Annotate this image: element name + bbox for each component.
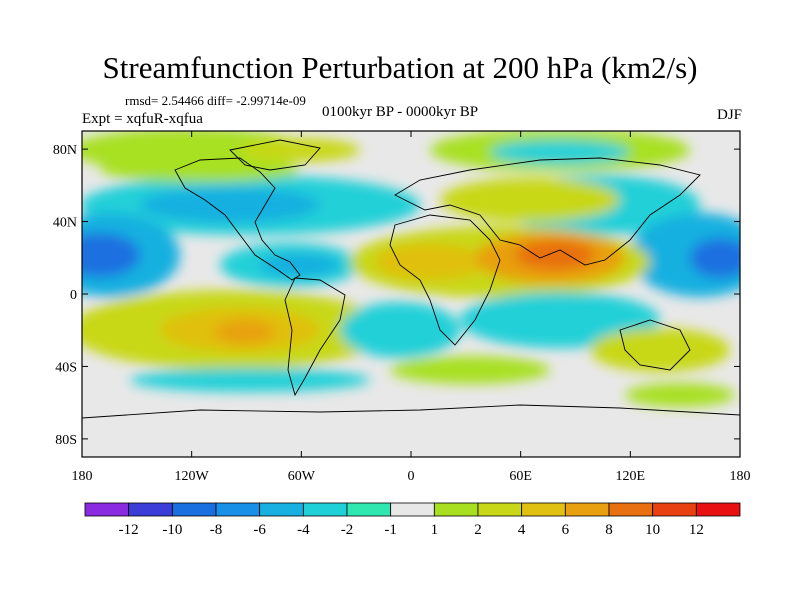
lon-label: 180 bbox=[730, 469, 751, 484]
season-label: DJF bbox=[716, 107, 742, 123]
colorbar: -12 -10 -8 -6 -4 -2 -1 1 2 4 6 8 10 12 bbox=[84, 502, 741, 538]
colorbar-label: -1 bbox=[384, 522, 397, 538]
stats-label: rmsd= 2.54466 diff= -2.99714e-09 bbox=[125, 93, 306, 108]
colorbar-swatch bbox=[390, 502, 435, 517]
colorbar-label: 8 bbox=[605, 522, 613, 538]
experiment-label: Expt = xqfuR-xqfua bbox=[82, 111, 203, 127]
colorbar-swatch bbox=[477, 502, 523, 517]
colorbar-swatch bbox=[128, 502, 173, 517]
longitude-axis: 180 120W 60W 0 60E 120E 180 bbox=[72, 131, 751, 484]
colorbar-label: -2 bbox=[341, 522, 354, 538]
colorbar-label: -10 bbox=[162, 522, 182, 538]
map-area bbox=[82, 131, 740, 457]
colorbar-swatch bbox=[346, 502, 392, 517]
coastlines bbox=[82, 139, 740, 419]
colorbar-swatch bbox=[302, 502, 348, 517]
colorbar-label: -6 bbox=[253, 522, 266, 538]
lat-label: 0 bbox=[70, 288, 77, 303]
colorbar-swatch bbox=[215, 502, 261, 517]
colorbar-label: 12 bbox=[689, 522, 704, 538]
lat-label: 80N bbox=[53, 143, 77, 158]
colorbar-swatch bbox=[608, 502, 654, 517]
colorbar-label: 6 bbox=[562, 522, 570, 538]
colorbar-swatch bbox=[652, 502, 697, 517]
lat-label: 40N bbox=[53, 216, 77, 231]
colorbar-swatch bbox=[171, 502, 217, 517]
colorbar-swatch bbox=[521, 502, 566, 517]
colorbar-label: 10 bbox=[645, 522, 660, 538]
lon-label: 180 bbox=[72, 469, 93, 484]
lon-label: 60E bbox=[509, 469, 532, 484]
colorbar-label: -8 bbox=[210, 522, 223, 538]
lon-label: 60W bbox=[288, 469, 316, 484]
period-label: 0100kyr BP - 0000kyr BP bbox=[322, 104, 479, 120]
contour-fill bbox=[82, 131, 740, 407]
lon-label: 120W bbox=[175, 469, 210, 484]
colorbar-swatch bbox=[259, 502, 304, 517]
chart-title: Streamfunction Perturbation at 200 hPa (… bbox=[102, 50, 698, 85]
colorbar-swatch bbox=[433, 502, 479, 517]
colorbar-label: -12 bbox=[119, 522, 139, 538]
colorbar-swatch bbox=[84, 502, 130, 517]
lon-label: 120E bbox=[616, 469, 646, 484]
lon-label: 0 bbox=[408, 469, 415, 484]
colorbar-swatch bbox=[695, 502, 741, 517]
colorbar-label: 2 bbox=[474, 522, 482, 538]
colorbar-label: -4 bbox=[297, 522, 310, 538]
colorbar-label: 1 bbox=[431, 522, 439, 538]
lat-label: 80S bbox=[55, 433, 77, 448]
colorbar-swatch bbox=[564, 502, 610, 517]
lat-label: 40S bbox=[55, 360, 77, 375]
latitude-axis: 80N 40N 0 40S 80S bbox=[53, 143, 740, 448]
colorbar-label: 4 bbox=[518, 522, 526, 538]
